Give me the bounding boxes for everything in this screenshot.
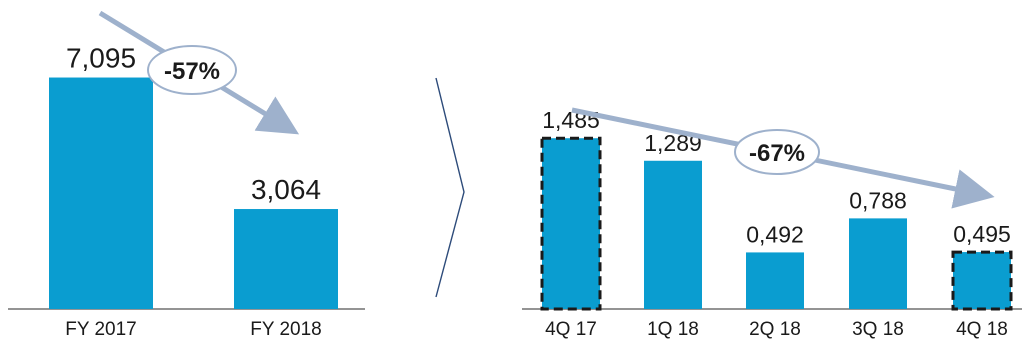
- data-label: 3,064: [251, 174, 321, 205]
- bar: [746, 252, 804, 309]
- change-bubble: [734, 129, 820, 175]
- x-tick-label: 1Q 18: [647, 319, 699, 340]
- data-label: 1,485: [542, 107, 600, 133]
- x-tick-label: 4Q 18: [956, 319, 1008, 340]
- data-label: 7,095: [66, 43, 136, 74]
- bar: [644, 160, 702, 309]
- annual-bar-chart: 7,095 3,064 FY 2017 FY 2018 -57%: [8, 10, 365, 340]
- x-tick-label: FY 2018: [250, 319, 321, 340]
- change-bubble: [147, 45, 237, 95]
- data-label: 0,492: [746, 221, 804, 247]
- bar-highlighted: [951, 250, 1013, 311]
- bar: [49, 77, 153, 309]
- data-label: 0,788: [849, 187, 907, 213]
- x-tick-label: 4Q 17: [545, 319, 597, 340]
- chevron-divider: [435, 77, 465, 298]
- change-bubble-label: -67%: [749, 140, 805, 167]
- x-tick-label: 2Q 18: [749, 319, 801, 340]
- x-tick-label: FY 2017: [65, 319, 136, 340]
- change-bubble-label: -57%: [164, 58, 220, 85]
- bar-highlighted: [540, 136, 602, 311]
- x-tick-label: 3Q 18: [852, 319, 904, 340]
- data-label: 0,495: [953, 221, 1011, 247]
- bar: [849, 218, 907, 309]
- bar: [234, 209, 338, 309]
